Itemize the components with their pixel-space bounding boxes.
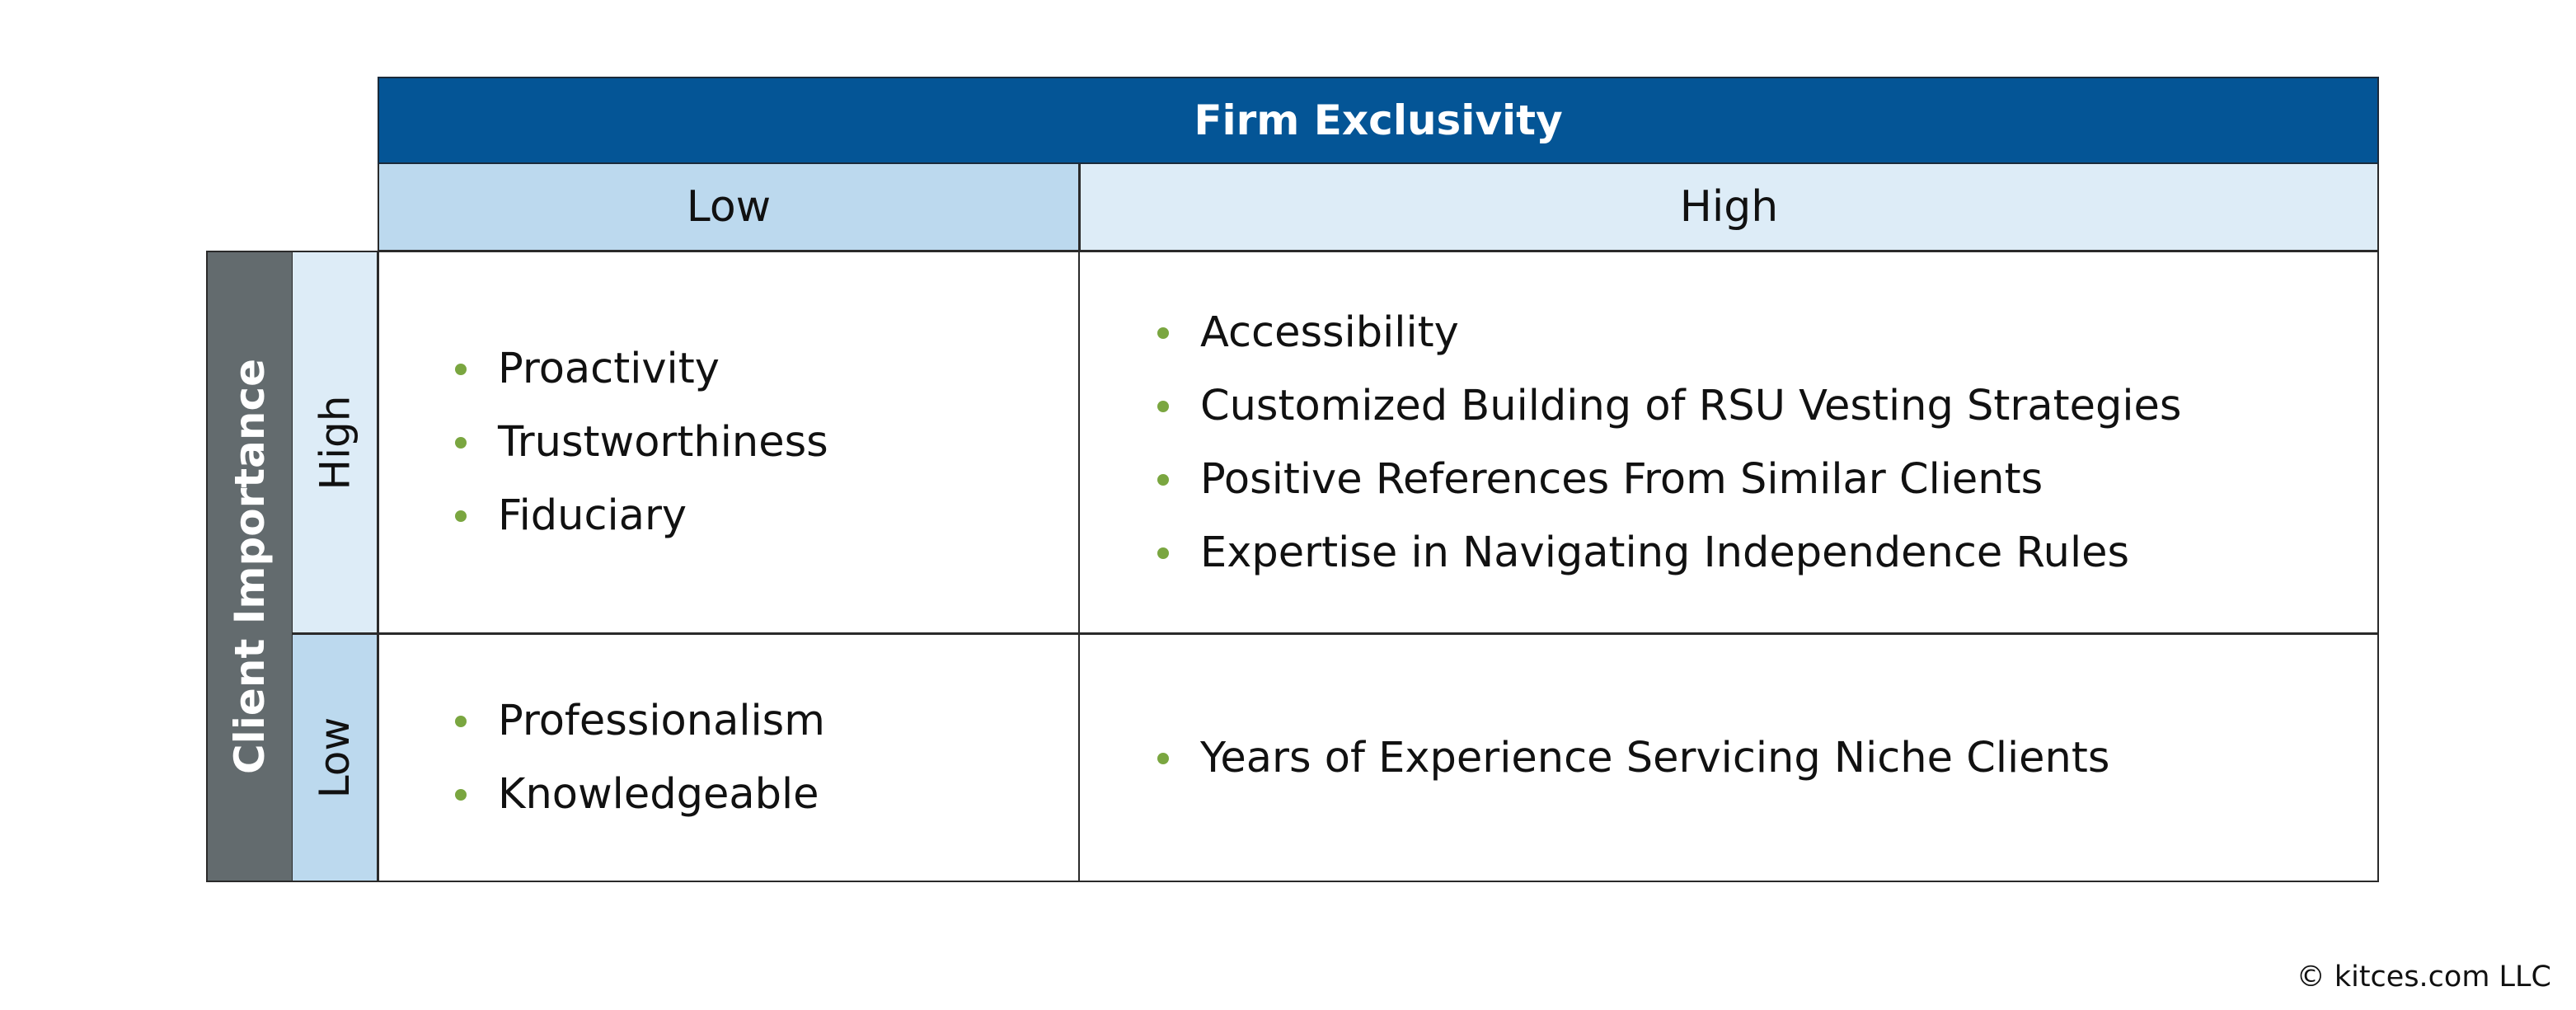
column-axis-title: Firm Exclusivity [378,77,2379,164]
list-item: Customized Building of RSU Vesting Strat… [1157,369,2182,443]
list-item: Expertise in Navigating Independence Rul… [1157,516,2182,590]
list-item: Proactivity [455,332,828,406]
list-item: Years of Experience Servicing Niche Clie… [1157,721,2109,795]
row-header-high-cell: High [293,251,378,634]
row-header-low-cell: Low [293,633,378,882]
list-item: Trustworthiness [455,406,828,479]
bullet-list: Years of Experience Servicing Niche Clie… [1157,721,2109,795]
column-header-low: Low [378,164,1080,251]
cell-low-importance-low-exclusivity: Professionalism Knowledgeable [378,633,1080,882]
list-item: Fiduciary [455,479,828,552]
list-item: Professionalism [455,684,825,758]
cell-low-importance-high-exclusivity: Years of Experience Servicing Niche Clie… [1078,633,2379,882]
bullet-list: Proactivity Trustworthiness Fiduciary [455,332,828,552]
row-axis-title: Client Importance [226,358,274,775]
list-item: Accessibility [1157,296,2182,369]
list-item: Positive References From Similar Clients [1157,443,2182,516]
list-item: Knowledgeable [455,758,825,831]
bullet-list: Accessibility Customized Building of RSU… [1157,296,2182,590]
row-header-low: Low [311,716,359,799]
cell-high-importance-high-exclusivity: Accessibility Customized Building of RSU… [1078,251,2379,634]
row-header-high: High [311,395,359,490]
bullet-list: Professionalism Knowledgeable [455,684,825,831]
cell-high-importance-low-exclusivity: Proactivity Trustworthiness Fiduciary [378,251,1080,634]
copyright-text: © kitces.com LLC [2296,961,2551,994]
column-header-high: High [1079,164,2379,251]
row-axis-title-cell: Client Importance [206,251,293,882]
